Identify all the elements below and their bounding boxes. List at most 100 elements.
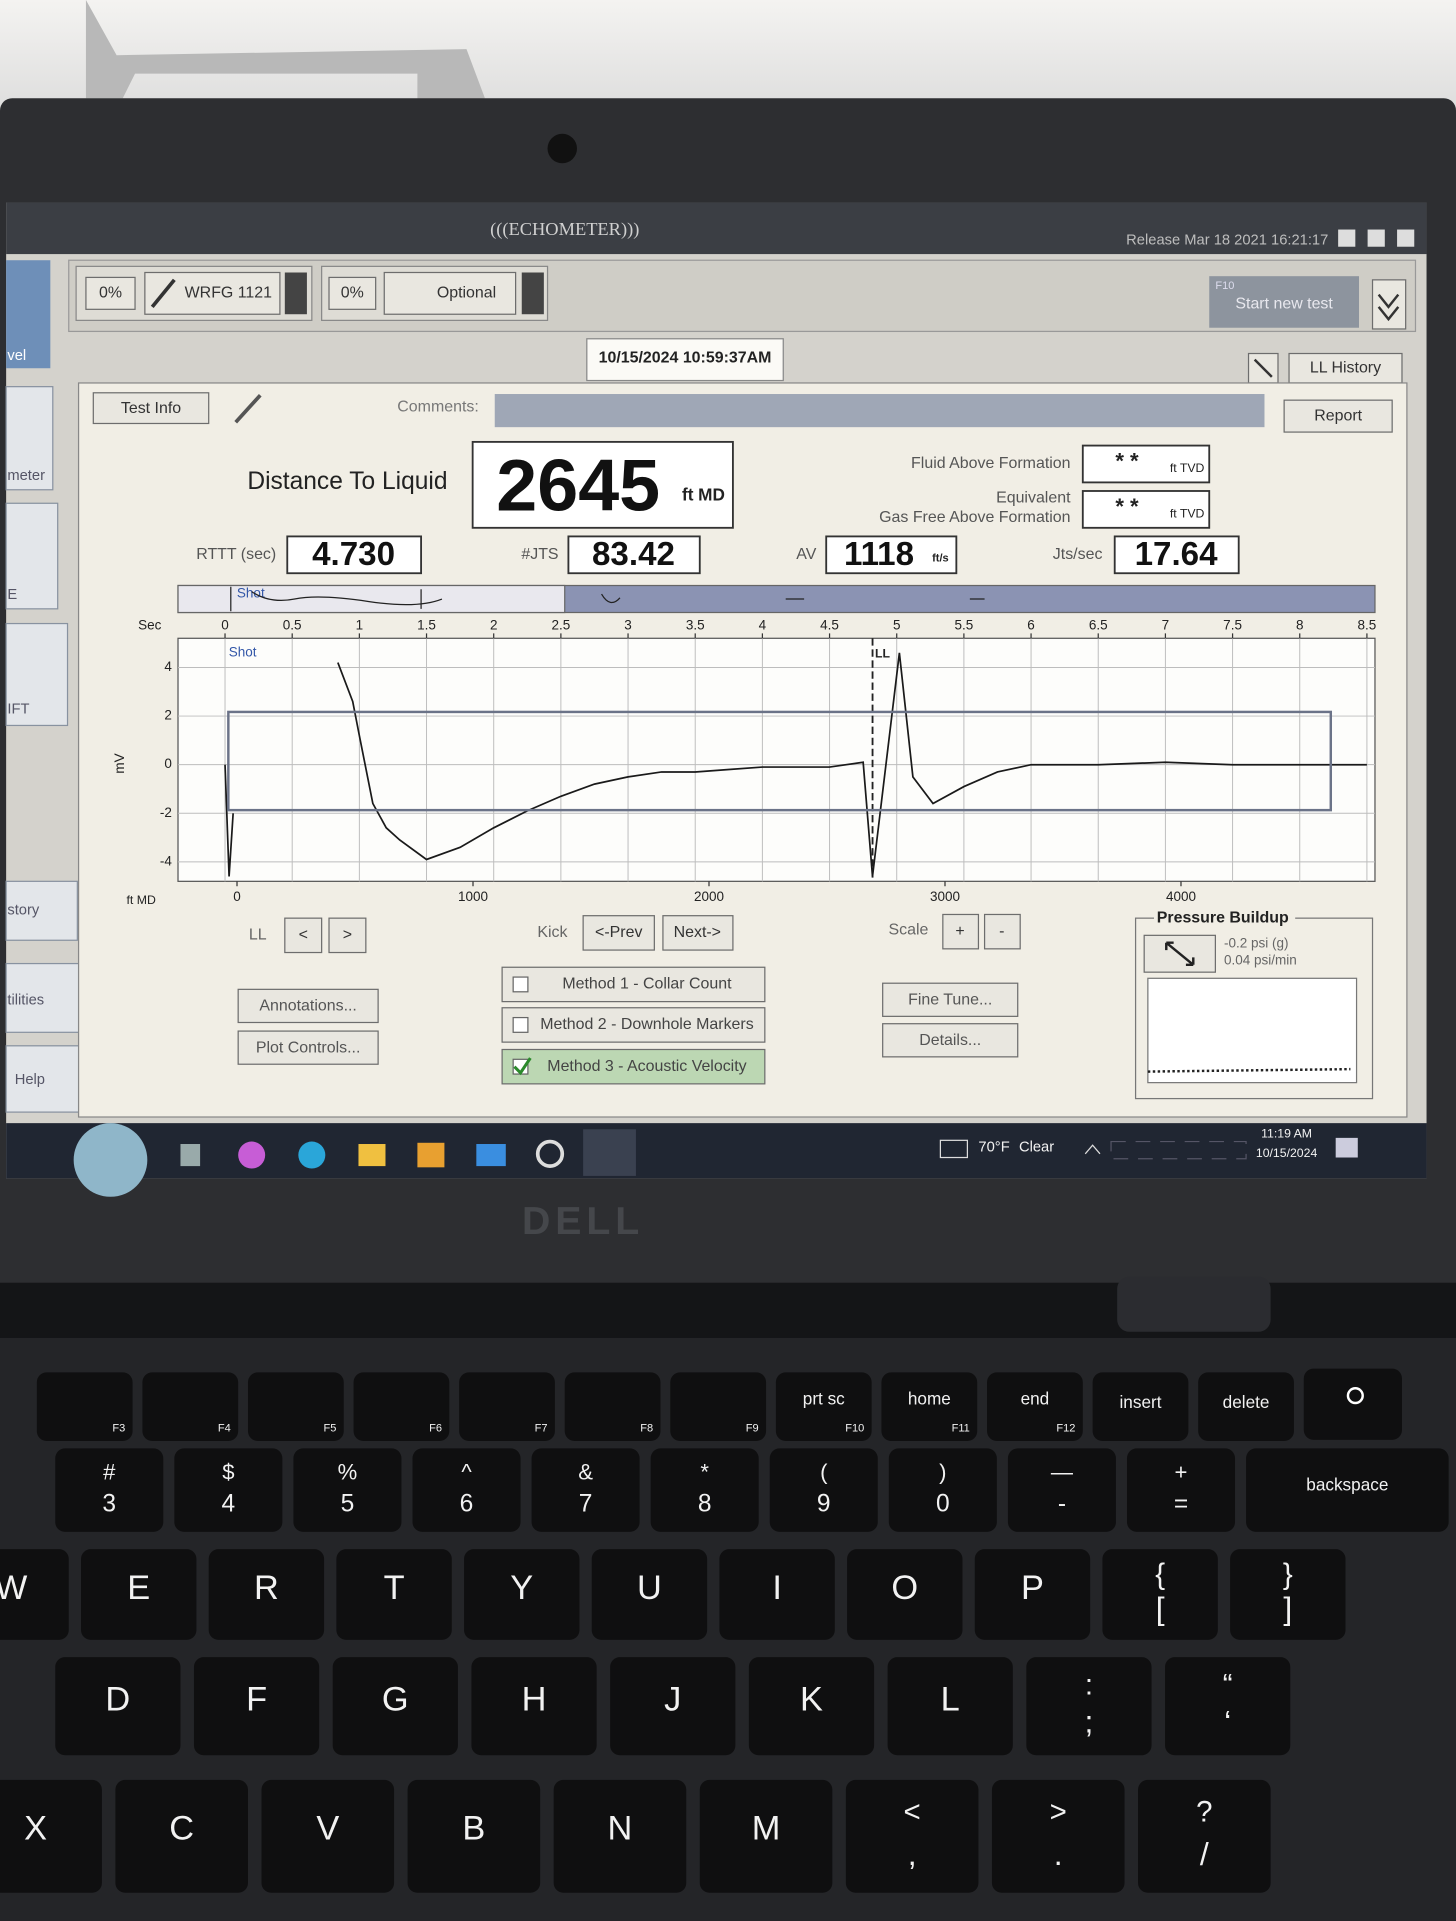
key-label: J <box>664 1680 681 1718</box>
taskbar-icon[interactable] <box>180 1144 200 1166</box>
taskbar-icon[interactable] <box>298 1142 325 1169</box>
gas-free-unit: ft TVD <box>1170 507 1205 521</box>
taskbar-icon[interactable] <box>238 1142 265 1169</box>
key-shift-label: { <box>1155 1558 1165 1591</box>
x-tick-label: 0.5 <box>283 618 302 633</box>
key-fn-label: F3 <box>112 1423 125 1435</box>
x-tick-label: 1.5 <box>417 618 436 633</box>
percent: 0% <box>341 285 364 302</box>
gas-free-value: * * <box>1115 494 1139 519</box>
photo: (((ECHOMETER))) Release Mar 18 2021 16:2… <box>0 0 1456 1921</box>
x-tick-label: 2 <box>490 618 498 633</box>
y-axis-label: mV <box>112 753 127 773</box>
x-tick-label: 7.5 <box>1223 618 1242 633</box>
plot-area <box>178 638 1375 881</box>
window-button[interactable] <box>1368 230 1385 247</box>
taskbar-icon[interactable] <box>358 1144 385 1166</box>
key-label: L <box>941 1680 960 1718</box>
key-fn-label: F8 <box>640 1423 653 1435</box>
key-fn-label: F7 <box>535 1423 548 1435</box>
rttt-value: 4.730 <box>312 536 395 573</box>
jts-sec-label: Jts/sec <box>1053 546 1103 563</box>
scale-plus: + <box>955 923 964 940</box>
key-fn-label: F12 <box>1056 1423 1075 1435</box>
pressure-title: Pressure Buildup <box>1157 909 1289 926</box>
y-tick-label: 2 <box>164 708 172 723</box>
sidebar-label: tilities <box>7 992 44 1008</box>
key-shift-label: + <box>1175 1459 1188 1484</box>
key-fn-label: F5 <box>324 1423 337 1435</box>
test-info: Test Info <box>121 400 181 417</box>
clock-date: 10/15/2024 <box>1256 1146 1318 1160</box>
jts-value: 83.42 <box>592 536 675 573</box>
kick-next: Next-> <box>674 924 721 941</box>
x-tick-label: 0 <box>221 618 229 633</box>
x-tick-label: 7 <box>1162 618 1170 633</box>
notifications[interactable] <box>1336 1138 1358 1158</box>
depth-tick-label: 4000 <box>1166 889 1196 904</box>
av-label: AV <box>796 546 816 563</box>
depth-tick-label: 1000 <box>458 889 488 904</box>
dropdown[interactable] <box>522 272 544 314</box>
key-label: K <box>800 1680 823 1718</box>
key-label: I <box>772 1569 782 1607</box>
key-label: 7 <box>579 1491 593 1518</box>
key-label: D <box>105 1680 130 1718</box>
widget[interactable] <box>74 1123 148 1197</box>
x-tick-label: 1 <box>356 618 364 633</box>
key-label: P <box>1021 1569 1044 1607</box>
ll-history: LL History <box>1310 359 1381 376</box>
window-button[interactable] <box>1397 230 1414 247</box>
key-fn-label: F4 <box>218 1423 231 1435</box>
key-fn-label: F11 <box>952 1423 970 1435</box>
jts-label: #JTS <box>521 546 558 563</box>
x-tick-label: 6 <box>1027 618 1035 633</box>
dropdown[interactable] <box>285 272 307 314</box>
key-label: ] <box>1283 1590 1292 1626</box>
x-tick-label: 5.5 <box>955 618 974 633</box>
checkbox[interactable] <box>513 1018 528 1033</box>
key-label: end <box>1021 1388 1050 1408</box>
key-label: prt sc <box>803 1388 845 1408</box>
key-label: 0 <box>936 1491 950 1518</box>
key[interactable] <box>1304 1369 1402 1440</box>
key-label: X <box>24 1810 47 1848</box>
key-label: B <box>462 1810 485 1848</box>
depth-axis-label: ft MD <box>127 893 156 907</box>
key-label: 8 <box>698 1491 712 1518</box>
hinge-cap <box>1117 1277 1270 1332</box>
clock-time: 11:19 AM <box>1261 1126 1312 1140</box>
taskbar-icon-active[interactable] <box>583 1129 636 1176</box>
overview-shot: Shot <box>237 586 265 601</box>
ll-label: LL <box>249 927 267 944</box>
scale-label: Scale <box>889 922 929 939</box>
x-tick-label: 3 <box>624 618 632 633</box>
key-shift-label: $ <box>222 1459 234 1484</box>
pressure-rate: 0.04 psi/min <box>1224 953 1297 968</box>
key-label: [ <box>1156 1590 1165 1626</box>
shot-marker-label: Shot <box>229 645 257 660</box>
key-label: . <box>1054 1836 1063 1872</box>
fluid-label: Fluid Above Formation <box>911 455 1070 472</box>
y-tick-label: 0 <box>164 756 172 771</box>
key-label: delete <box>1223 1392 1270 1412</box>
key-label: 9 <box>817 1491 831 1518</box>
depth-tick-label: 3000 <box>930 889 960 904</box>
ll-marker-label: LL <box>875 646 890 660</box>
taskbar-icon[interactable] <box>417 1143 444 1168</box>
key-label: insert <box>1119 1392 1161 1412</box>
window-button[interactable] <box>1338 230 1355 247</box>
comments-field[interactable] <box>495 394 1265 427</box>
sidebar-label: meter <box>7 468 45 484</box>
y-tick-label: 4 <box>164 659 172 674</box>
key[interactable] <box>0 1780 102 1893</box>
sidebar-label: IFT <box>7 701 29 717</box>
key-label: N <box>608 1810 633 1848</box>
plot-controls: Plot Controls... <box>256 1039 361 1056</box>
taskbar-icon[interactable] <box>476 1144 505 1166</box>
key-label: E <box>127 1569 150 1607</box>
method1: Method 1 - Collar Count <box>562 976 732 993</box>
checkbox[interactable] <box>513 977 528 992</box>
scale-minus: - <box>999 923 1004 940</box>
x-tick-label: 2.5 <box>551 618 570 633</box>
